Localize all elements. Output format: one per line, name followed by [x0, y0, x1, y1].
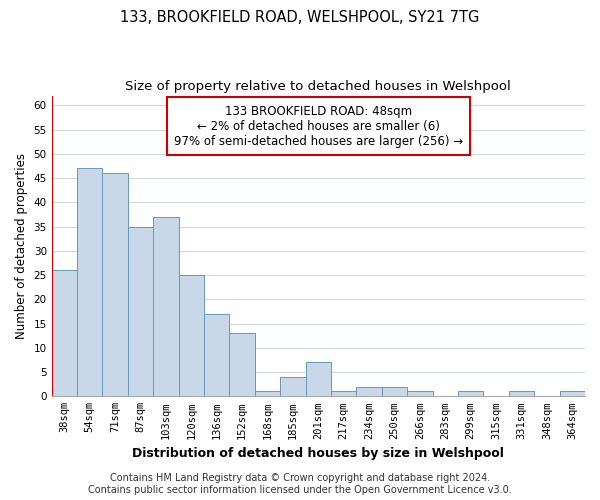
Text: 133 BROOKFIELD ROAD: 48sqm
← 2% of detached houses are smaller (6)
97% of semi-d: 133 BROOKFIELD ROAD: 48sqm ← 2% of detac…: [174, 104, 463, 148]
Bar: [305, 362, 331, 396]
Bar: [407, 392, 433, 396]
Bar: [52, 270, 77, 396]
X-axis label: Distribution of detached houses by size in Welshpool: Distribution of detached houses by size …: [133, 447, 504, 460]
Bar: [77, 168, 103, 396]
Bar: [356, 386, 382, 396]
Bar: [153, 217, 179, 396]
Bar: [280, 377, 305, 396]
Bar: [509, 392, 534, 396]
Bar: [331, 392, 356, 396]
Bar: [229, 333, 255, 396]
Bar: [382, 386, 407, 396]
Bar: [204, 314, 229, 396]
Bar: [128, 226, 153, 396]
Y-axis label: Number of detached properties: Number of detached properties: [15, 153, 28, 339]
Bar: [255, 392, 280, 396]
Text: Contains HM Land Registry data © Crown copyright and database right 2024.
Contai: Contains HM Land Registry data © Crown c…: [88, 474, 512, 495]
Bar: [560, 392, 585, 396]
Title: Size of property relative to detached houses in Welshpool: Size of property relative to detached ho…: [125, 80, 511, 93]
Bar: [179, 275, 204, 396]
Bar: [103, 173, 128, 396]
Text: 133, BROOKFIELD ROAD, WELSHPOOL, SY21 7TG: 133, BROOKFIELD ROAD, WELSHPOOL, SY21 7T…: [121, 10, 479, 25]
Bar: [458, 392, 484, 396]
